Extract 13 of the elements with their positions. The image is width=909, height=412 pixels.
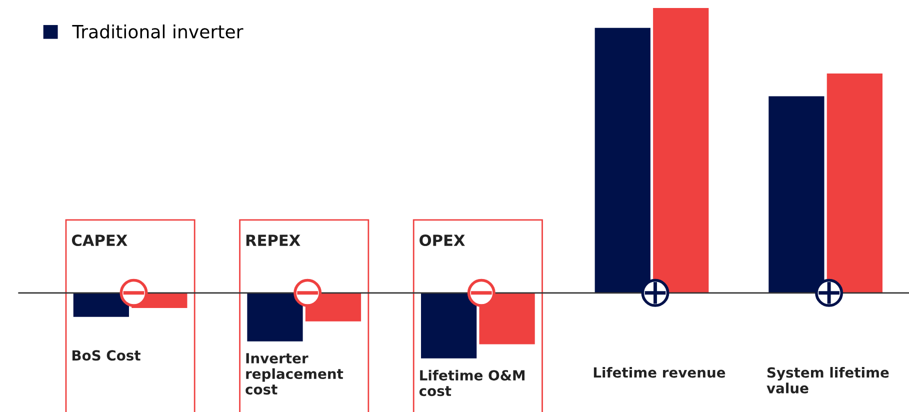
- annotation: REPEX: [246, 234, 300, 246]
- annotation: OPEX: [420, 234, 465, 246]
- bar: [421, 292, 477, 358]
- x-tick-label: Inverter replacement cost: [246, 353, 344, 395]
- x-tick-label: System lifetime value: [766, 366, 889, 394]
- annotation: CAPEX: [72, 234, 128, 246]
- bar: [826, 74, 882, 293]
- legend-label: Traditional inverter: [72, 24, 244, 38]
- x-tick-label: Lifetime O&M cost: [419, 370, 524, 396]
- bar: [653, 8, 709, 293]
- bar: [247, 292, 303, 342]
- x-tick-label: BoS Cost: [72, 350, 140, 361]
- x-tick-label: Lifetime revenue: [594, 366, 726, 378]
